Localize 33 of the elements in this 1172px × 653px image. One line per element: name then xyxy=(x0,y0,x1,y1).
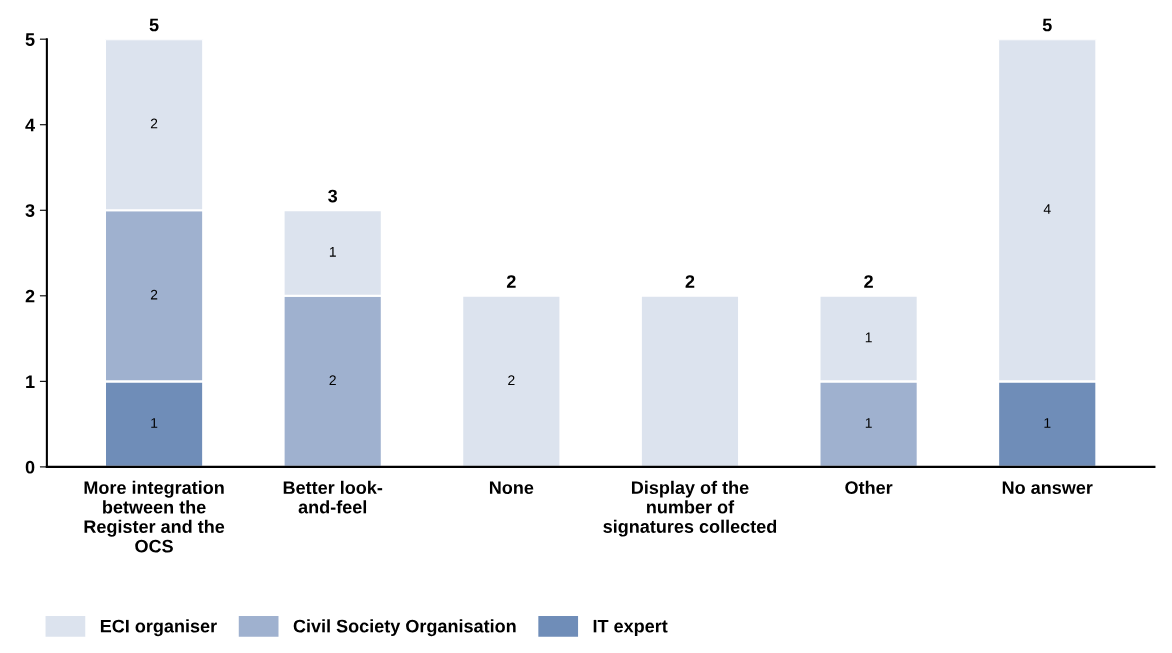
total-label: 2 xyxy=(506,275,516,288)
data-label: 2 xyxy=(150,118,158,129)
data-label: 1 xyxy=(329,247,336,257)
x-tick-label: Display of the number of signatures collected xyxy=(603,480,777,537)
x-tick-label: Other xyxy=(845,480,893,495)
bar xyxy=(461,294,562,467)
data-label: 1 xyxy=(1044,418,1051,428)
total-label: 2 xyxy=(864,275,873,288)
legend-label: IT expert xyxy=(593,619,668,637)
x-tick-label: Better look- and-feel xyxy=(283,480,383,514)
bar xyxy=(639,294,741,467)
x-tick-label: No answer xyxy=(1002,481,1093,495)
total-label: 3 xyxy=(328,189,338,203)
data-label: 1 xyxy=(865,332,872,343)
y-tick-label: 3 xyxy=(25,204,35,218)
legend-label: ECI organiser xyxy=(100,619,217,637)
data-label: 2 xyxy=(150,289,158,300)
y-tick-label: 0 xyxy=(25,460,35,474)
total-label: 2 xyxy=(685,275,695,288)
total-label: 5 xyxy=(1042,18,1052,32)
y-tick-label: 2 xyxy=(25,289,35,303)
data-label: 1 xyxy=(865,418,872,428)
total-label: 5 xyxy=(149,18,159,32)
data-label: 2 xyxy=(508,375,515,385)
x-tick-label: None xyxy=(489,481,534,495)
data-label: 4 xyxy=(1043,204,1051,214)
legend-label: Civil Society Organisation xyxy=(293,619,516,637)
x-tick-label: More integration between the Register and the OCS xyxy=(84,480,225,553)
data-label: 2 xyxy=(329,375,336,385)
data-label: 1 xyxy=(151,418,158,428)
y-tick-label: 5 xyxy=(25,33,35,46)
y-tick-label: 1 xyxy=(26,375,35,388)
y-tick-label: 4 xyxy=(25,118,35,132)
